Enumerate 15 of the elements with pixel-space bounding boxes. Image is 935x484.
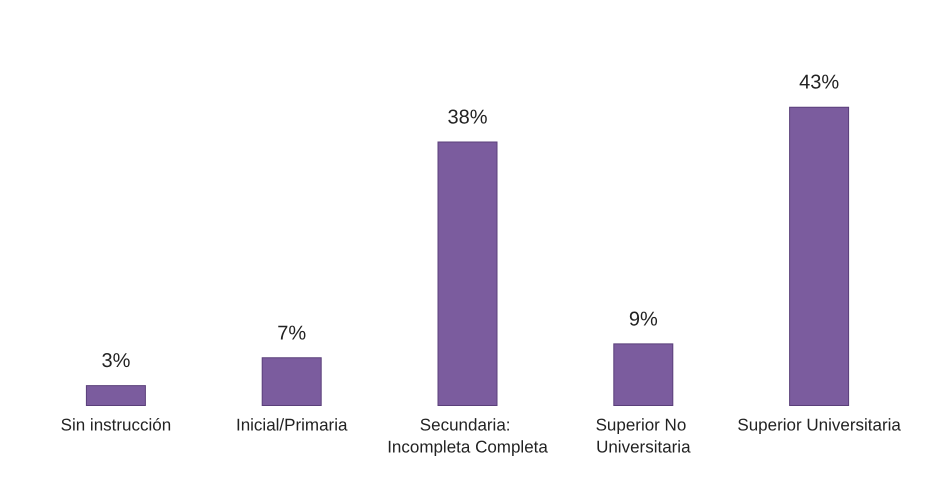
bar [613,343,674,406]
x-tick-label: Superior No Universitaria [596,416,692,456]
bar [789,106,850,406]
bar [438,142,498,406]
x-tick-label: Inicial/Primaria [236,416,348,434]
bar [262,357,322,406]
x-tick-label: Secundaria: Incompleta Completa [387,416,548,456]
data-label: 43% [799,72,840,94]
data-label: 38% [447,106,488,129]
data-label: 3% [101,350,131,372]
data-label: 9% [628,308,658,330]
data-label: 7% [277,322,306,344]
x-tick-label: Superior Universitaria [737,416,902,434]
x-tick-label: Sin instrucción [60,416,172,434]
bar [86,385,146,406]
